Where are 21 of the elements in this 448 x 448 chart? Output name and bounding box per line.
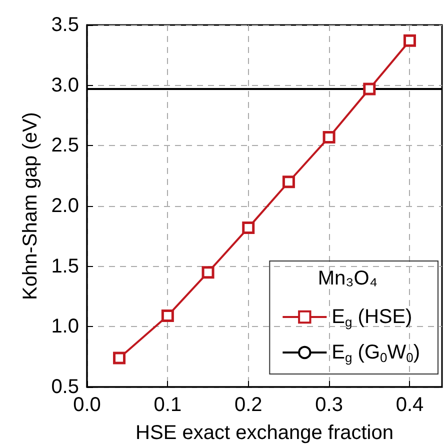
- y-tick-label: 2.0: [51, 195, 79, 217]
- point: [282, 176, 295, 188]
- legend-title: Mn₃O₄: [318, 268, 378, 290]
- point: [242, 221, 255, 234]
- y-tick-label: 3.5: [51, 14, 79, 36]
- y-tick-label: 1.5: [51, 255, 79, 278]
- x-tick-label: 0.2: [234, 394, 262, 416]
- point: [322, 130, 336, 144]
- point: [113, 352, 126, 364]
- y-tick-label: 3.0: [51, 74, 79, 96]
- x-axis-title: HSE exact exchange fraction: [136, 422, 394, 444]
- point: [202, 266, 214, 279]
- y-tick-label: 2.5: [51, 134, 79, 157]
- point: [363, 82, 376, 96]
- x-tick-label: 0.3: [315, 394, 343, 416]
- y-axis-title: Kohn-Sham gap (eV): [19, 112, 42, 300]
- point: [161, 310, 174, 322]
- x-tick-label: 0.4: [396, 394, 424, 416]
- y-tick-label: 1.0: [51, 316, 79, 338]
- x-tick-label: 0.1: [154, 394, 182, 416]
- point: [403, 34, 416, 47]
